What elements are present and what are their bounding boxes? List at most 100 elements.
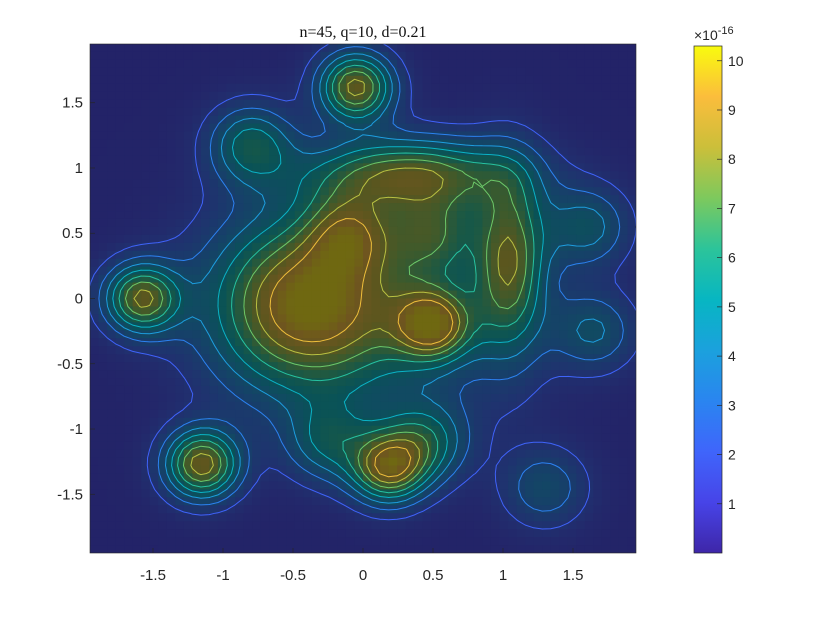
surface-cell — [473, 298, 484, 308]
surface-cell — [448, 115, 458, 125]
surface-cell — [98, 274, 108, 284]
surface-cell — [115, 314, 125, 323]
surface-cell — [166, 171, 176, 180]
surface-cell — [328, 545, 339, 553]
surface-cell — [115, 497, 125, 506]
surface-cell — [618, 75, 629, 85]
surface-cell — [422, 545, 432, 553]
surface-cell — [107, 250, 117, 260]
surface-cell — [405, 298, 415, 308]
surface-cell — [627, 290, 636, 300]
surface-cell — [294, 226, 304, 236]
surface-cell — [354, 545, 364, 553]
surface-cell — [627, 187, 636, 196]
surface-cell — [601, 107, 612, 117]
surface-cell — [200, 115, 211, 125]
surface-cell — [294, 83, 304, 93]
surface-cell — [542, 433, 552, 443]
surface-cell — [132, 330, 142, 339]
surface-cell — [601, 465, 612, 475]
surface-cell — [584, 425, 594, 435]
surface-cell — [542, 505, 552, 514]
surface-cell — [508, 306, 518, 315]
surface-cell — [217, 545, 228, 553]
surface-cell — [303, 378, 313, 387]
surface-cell — [601, 147, 612, 156]
surface-cell — [576, 266, 586, 276]
surface-cell — [286, 250, 296, 260]
surface-cell — [533, 298, 543, 308]
surface-cell — [115, 195, 125, 204]
surface-cell — [243, 457, 253, 467]
surface-cell — [473, 425, 484, 435]
surface-cell — [107, 409, 117, 419]
surface-cell — [286, 67, 296, 77]
surface-cell — [320, 385, 330, 395]
surface-cell — [508, 441, 518, 451]
surface-cell — [217, 258, 228, 268]
surface-cell — [328, 417, 339, 427]
surface-cell — [610, 51, 620, 61]
surface-cell — [576, 123, 586, 133]
surface-cell — [431, 242, 441, 252]
surface-cell — [439, 234, 449, 244]
surface-cell — [363, 147, 373, 156]
surface-cell — [354, 425, 364, 435]
surface-cell — [508, 393, 518, 403]
surface-cell — [525, 211, 535, 220]
y-tick-label: 0.5 — [62, 225, 83, 242]
surface-cell — [337, 338, 347, 347]
surface-cell — [627, 378, 636, 387]
surface-cell — [533, 441, 543, 451]
surface-cell — [320, 59, 330, 69]
surface-cell — [252, 163, 262, 172]
surface-cell — [124, 59, 134, 69]
surface-cell — [90, 385, 100, 395]
surface-cell — [226, 417, 236, 427]
surface-cell — [576, 362, 586, 371]
surface-cell — [158, 83, 168, 93]
surface-cell — [141, 179, 151, 188]
surface-cell — [124, 385, 134, 395]
surface-cell — [166, 346, 176, 355]
surface-cell — [584, 545, 594, 553]
surface-cell — [525, 537, 535, 546]
surface-cell — [371, 449, 381, 459]
surface-cell — [550, 203, 560, 212]
surface-cell — [158, 529, 168, 538]
surface-cell — [200, 393, 211, 403]
surface-cell — [559, 123, 569, 133]
surface-cell — [431, 187, 441, 196]
surface-cell — [405, 131, 415, 141]
surface-cell — [465, 234, 475, 244]
surface-cell — [320, 521, 330, 530]
surface-cell — [217, 211, 228, 220]
surface-cell — [90, 51, 100, 61]
surface-cell — [320, 322, 330, 331]
surface-cell — [311, 505, 321, 514]
surface-cell — [508, 545, 518, 553]
surface-cell — [252, 75, 262, 85]
surface-cell — [183, 513, 193, 522]
surface-cell — [328, 497, 339, 506]
surface-cell — [371, 195, 381, 204]
surface-cell — [303, 505, 313, 514]
surface-cell — [217, 282, 228, 292]
surface-cell — [422, 298, 432, 308]
surface-cell — [431, 401, 441, 411]
surface-cell — [363, 322, 373, 331]
surface-cell — [439, 203, 449, 212]
surface-cell — [439, 505, 449, 514]
surface-cell — [627, 465, 636, 475]
surface-cell — [593, 99, 603, 109]
surface-cell — [209, 218, 219, 228]
surface-cell — [303, 417, 313, 427]
surface-cell — [456, 417, 466, 427]
surface-cell — [559, 338, 569, 347]
surface-cell — [414, 290, 424, 300]
surface-cell — [516, 481, 526, 490]
surface-cell — [328, 537, 339, 546]
surface-cell — [166, 322, 176, 331]
surface-cell — [610, 362, 620, 371]
surface-cell — [482, 187, 492, 196]
